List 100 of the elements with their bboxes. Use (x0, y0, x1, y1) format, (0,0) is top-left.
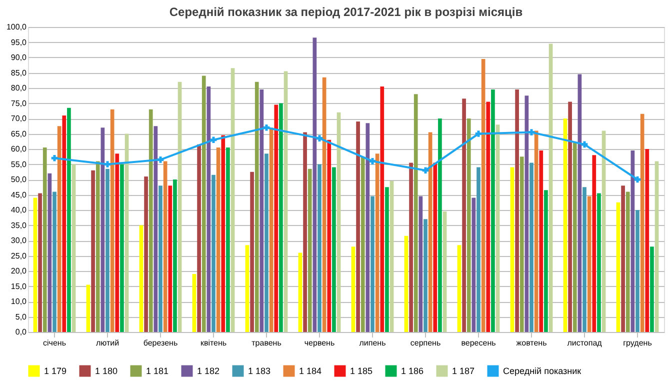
bar (144, 176, 148, 332)
bar (418, 196, 423, 332)
bar (520, 156, 524, 332)
bar (568, 102, 572, 332)
bar (327, 140, 332, 332)
bar (515, 90, 519, 332)
y-tick-label: 75,0 (10, 98, 28, 108)
x-tick-label: квітень (200, 338, 227, 348)
bar (303, 132, 307, 332)
bar (380, 86, 384, 332)
y-tick-label: 40,0 (10, 206, 28, 214)
bar (100, 128, 105, 332)
y-tick-label: 45,0 (10, 190, 28, 200)
bar (582, 187, 586, 332)
bar (154, 126, 158, 332)
bar (360, 156, 365, 332)
bar (510, 167, 514, 332)
bar (42, 147, 47, 332)
bar (106, 168, 110, 332)
bar (366, 123, 370, 332)
bar (38, 193, 42, 332)
point (157, 156, 164, 163)
x-tick-label: травень (252, 338, 282, 348)
bar (630, 150, 635, 332)
bar (462, 98, 466, 332)
bar (578, 74, 582, 332)
bar (409, 162, 413, 332)
bar (433, 162, 438, 332)
point (475, 130, 482, 137)
bar (158, 186, 162, 332)
bar (472, 198, 476, 332)
x-tick-label: лютий (96, 338, 120, 348)
bar (192, 274, 196, 332)
point (634, 176, 641, 183)
bar (115, 154, 120, 332)
bar (626, 192, 630, 332)
bar (33, 198, 38, 332)
bar (197, 144, 201, 332)
bar (548, 44, 553, 332)
bar (86, 284, 90, 332)
y-tick-label: 35,0 (10, 220, 28, 230)
point (263, 124, 270, 131)
bar (322, 77, 326, 332)
bar (621, 186, 625, 332)
bar (466, 118, 471, 332)
bar (385, 187, 389, 332)
bar (216, 147, 220, 332)
y-tick-label: 10,0 (10, 297, 28, 306)
bar (206, 86, 211, 332)
y-tick-label: 20,0 (10, 266, 28, 276)
legend-label: 1 184 (299, 366, 322, 376)
x-tick-label: грудень (623, 338, 652, 348)
legend-label: 1 180 (95, 366, 118, 376)
point (51, 154, 58, 162)
chart-title: Середній показник за період 2017-2021 рік в розрізі місяців (169, 5, 523, 19)
bar (110, 109, 114, 332)
bar (438, 118, 442, 332)
bar (587, 196, 592, 332)
legend-label: 1 182 (197, 366, 220, 376)
bar (486, 102, 490, 332)
y-tick-label: 80,0 (10, 84, 28, 92)
point (422, 167, 429, 174)
point (581, 141, 588, 148)
y-tick-label: 0,0 (15, 328, 28, 336)
bar (476, 167, 480, 332)
x-tick-label: листопад (567, 338, 602, 348)
bar (72, 164, 76, 332)
x-tick-label: вересень (461, 338, 496, 348)
y-tick-label: 50,0 (10, 175, 28, 184)
bar (245, 245, 250, 332)
legend-label: 1 181 (146, 366, 169, 376)
bar (457, 245, 462, 332)
bar (375, 154, 380, 332)
y-tick-label: 85,0 (10, 68, 28, 78)
y-tick-label: 60,0 (10, 144, 28, 154)
bar (52, 192, 56, 332)
bar (645, 149, 650, 332)
bar (318, 164, 322, 332)
bar (96, 161, 100, 332)
bar (530, 162, 534, 332)
bar (597, 193, 601, 332)
bar (221, 135, 226, 332)
bar (356, 122, 360, 332)
bar (563, 118, 568, 332)
bar (491, 90, 495, 332)
y-tick-label: 100,0 (6, 22, 28, 32)
point (104, 161, 111, 168)
legend-label: 1 187 (452, 366, 475, 376)
x-tick-label: липень (359, 338, 386, 348)
y-tick-label: 25,0 (10, 251, 28, 260)
bar (298, 252, 302, 332)
bar (284, 71, 288, 332)
bar (91, 170, 95, 332)
bar (654, 161, 659, 332)
x-tick-label: січень (43, 338, 66, 348)
bar (592, 155, 596, 332)
point (210, 136, 217, 144)
bar (148, 109, 153, 332)
y-tick-label: 30,0 (10, 236, 28, 245)
bar (524, 96, 529, 332)
